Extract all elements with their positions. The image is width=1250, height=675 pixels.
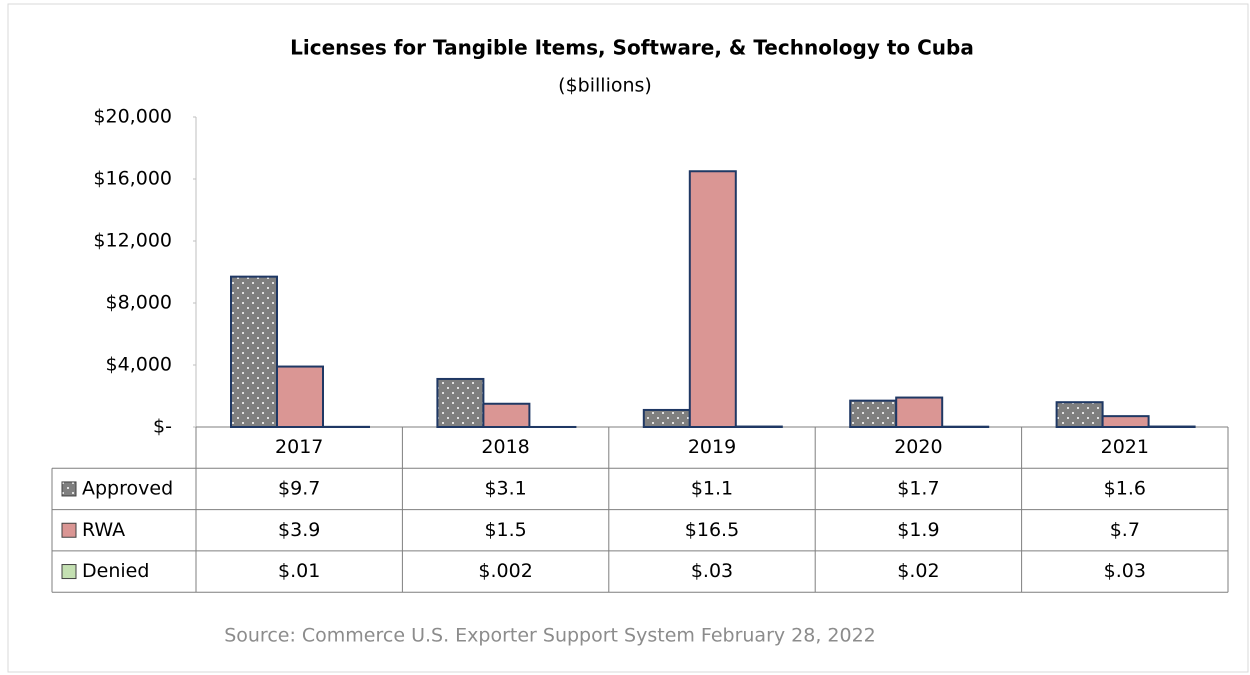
table-value: $1.9 (897, 519, 939, 541)
bar (482, 402, 531, 428)
table-value: $16.5 (685, 519, 739, 541)
legend-swatch (61, 522, 77, 538)
table-value: $1.5 (484, 519, 526, 541)
table-value: $.03 (691, 560, 733, 582)
table-value: $1.1 (691, 477, 733, 499)
table-value: $9.7 (278, 477, 320, 499)
bar (895, 396, 944, 428)
legend-label: Approved (82, 477, 173, 499)
y-tick-label: $8,000 (106, 292, 172, 314)
bar (230, 275, 278, 428)
x-tick-label: 2020 (894, 436, 942, 458)
x-tick-label: 2019 (688, 436, 736, 458)
bar (1101, 415, 1150, 428)
table-value: $.03 (1104, 560, 1146, 582)
bar (1055, 401, 1104, 429)
table-value: $1.6 (1104, 477, 1146, 499)
legend-swatch (61, 564, 77, 580)
y-tick-label: $16,000 (93, 168, 172, 190)
bar (849, 399, 898, 428)
table-value: $3.9 (278, 519, 320, 541)
table-value: $3.1 (484, 477, 526, 499)
table-value: $.02 (897, 560, 939, 582)
table-value: $1.7 (897, 477, 939, 499)
y-tick-label: $- (153, 416, 172, 438)
x-tick-label: 2018 (481, 436, 529, 458)
legend-label: Denied (82, 560, 149, 582)
legend-label: RWA (82, 519, 125, 541)
bar (276, 365, 324, 428)
y-tick-label: $20,000 (93, 106, 172, 128)
bar (436, 377, 485, 429)
chart-border (7, 3, 1249, 673)
table-value: $.01 (278, 560, 320, 582)
source-note: Source: Commerce U.S. Exporter Support S… (224, 625, 876, 647)
x-tick-label: 2017 (275, 436, 323, 458)
table-value: $.7 (1110, 519, 1140, 541)
bar (688, 170, 737, 428)
table-value: $.002 (478, 560, 532, 582)
chart-title: Licenses for Tangible Items, Software, &… (290, 36, 974, 60)
bar (642, 408, 691, 429)
y-tick-label: $4,000 (106, 354, 172, 376)
chart-subtitle: ($billions) (558, 75, 652, 97)
legend-swatch (61, 481, 77, 497)
y-tick-label: $12,000 (93, 230, 172, 252)
x-tick-label: 2021 (1101, 436, 1149, 458)
